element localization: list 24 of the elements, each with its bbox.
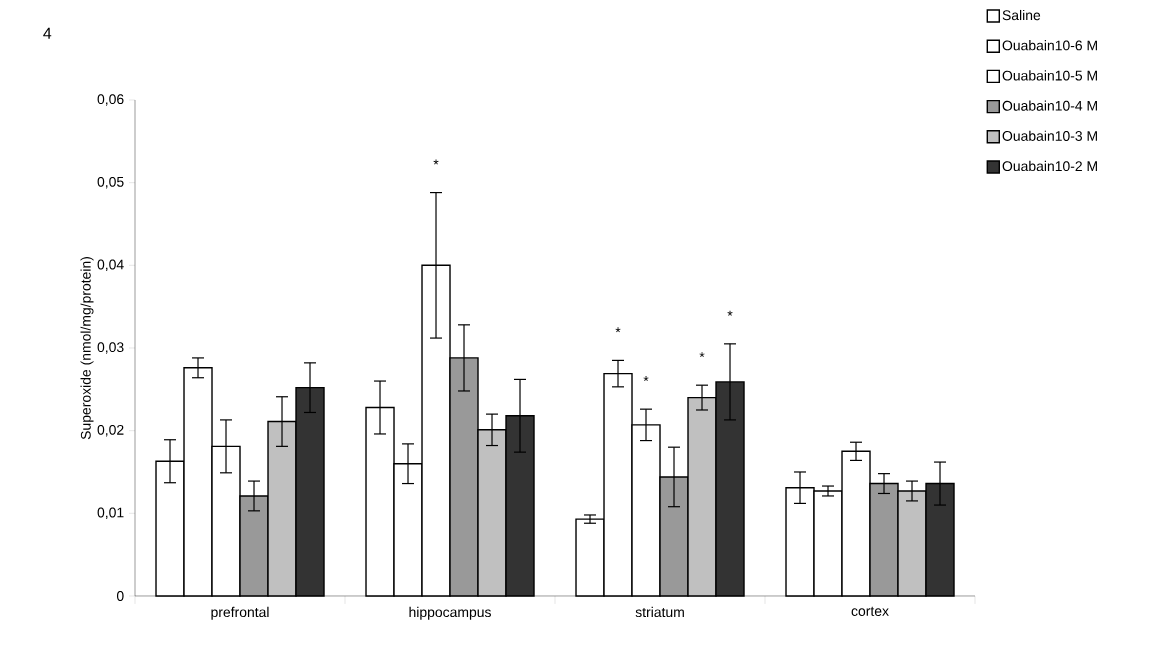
y-tick-label: 0,03 xyxy=(97,342,124,354)
legend-label: Ouabain10-2 M xyxy=(1002,160,1097,172)
annotation: * xyxy=(615,327,621,333)
x-tick-label: prefrontal xyxy=(211,606,269,620)
y-tick-label: 0,04 xyxy=(97,259,124,272)
x-tick-label: cortex xyxy=(851,606,889,616)
annotation: * xyxy=(433,159,439,165)
legend-label: Ouabain10-4 M xyxy=(1002,100,1097,111)
annotation: * xyxy=(643,376,649,382)
text: 4 xyxy=(43,27,52,39)
y-tick-label: 0,01 xyxy=(97,507,124,520)
legend-label: Ouabain10-6 M xyxy=(1002,40,1097,51)
y-tick-label: 0,02 xyxy=(97,424,124,437)
legend-label: Ouabain10-3 M xyxy=(1002,130,1097,141)
annotation: * xyxy=(727,310,733,316)
y-tick-label: 0 xyxy=(116,591,124,601)
legend-label: Saline xyxy=(1002,9,1041,21)
x-tick-label: hippocampus xyxy=(409,606,491,620)
y-axis-title: Superoxide (nmol/mg/protein) xyxy=(80,257,94,440)
x-tick-label: striatum xyxy=(635,606,684,618)
y-tick-label: 0,05 xyxy=(97,176,124,189)
legend-label: Ouabain10-5 M xyxy=(1002,70,1097,81)
y-tick-label: 0,06 xyxy=(97,94,124,106)
annotation: * xyxy=(699,352,705,358)
